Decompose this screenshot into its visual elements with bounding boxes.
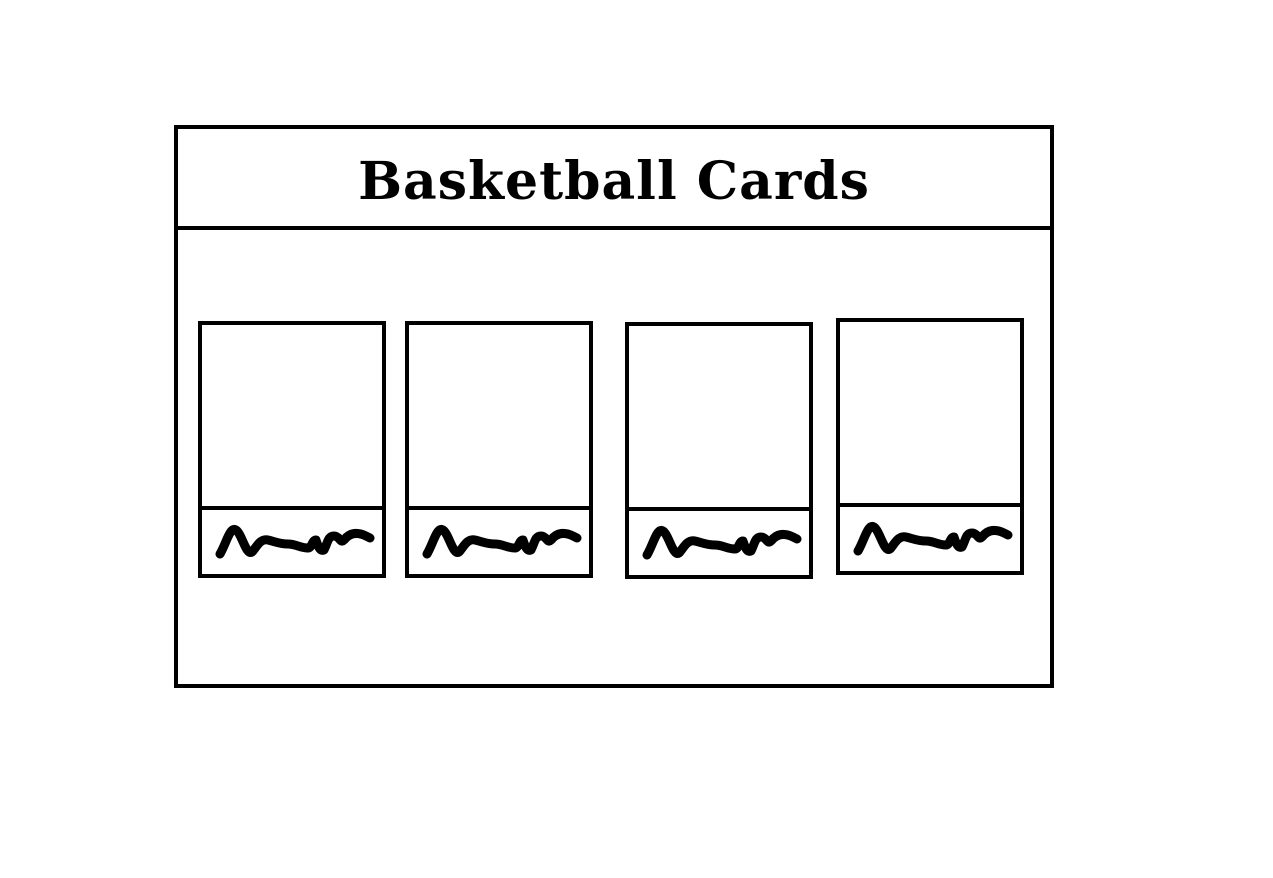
signature-icon [853, 521, 1013, 556]
card-photo [409, 325, 589, 510]
page-title: Basketball Cards [358, 151, 870, 212]
card-signature-area [202, 510, 382, 574]
card-photo [629, 326, 809, 511]
card-photo [202, 325, 382, 510]
card-signature-area [629, 511, 809, 575]
signature-icon [422, 524, 582, 559]
panel-header: Basketball Cards [178, 129, 1050, 230]
card-signature-area [409, 510, 589, 574]
basketball-card-1[interactable] [198, 321, 386, 578]
card-photo [840, 322, 1020, 507]
cards-panel: Basketball Cards [174, 125, 1054, 688]
signature-icon [642, 525, 802, 560]
basketball-card-3[interactable] [625, 322, 813, 579]
signature-icon [215, 524, 375, 559]
basketball-card-4[interactable] [836, 318, 1024, 575]
basketball-card-2[interactable] [405, 321, 593, 578]
card-signature-area [840, 507, 1020, 571]
